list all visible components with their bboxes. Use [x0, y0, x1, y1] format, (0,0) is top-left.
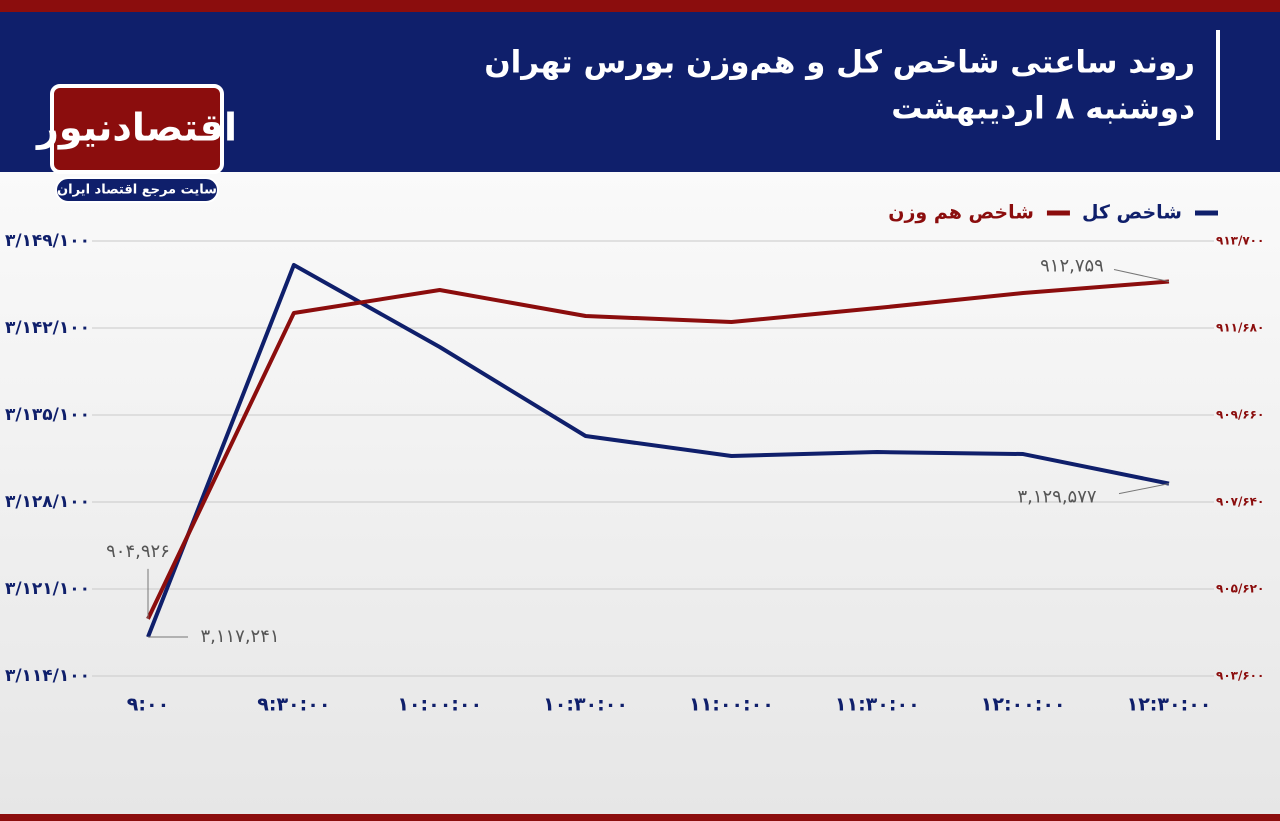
chart-title: روند ساعتی شاخص کل و هم‌وزن بورس تهران	[484, 45, 1195, 81]
label-leader	[1118, 483, 1170, 495]
logo-box	[50, 84, 224, 174]
header-divider	[1216, 30, 1220, 140]
chart-subtitle: دوشنبه ۸ اردیبهشت	[891, 91, 1195, 127]
x-tick-label: ۹:۳۰:۰۰	[257, 694, 330, 716]
label-leader	[1113, 269, 1170, 283]
logo-tagline-box	[55, 177, 219, 203]
x-tick-label: ۱۲:۰۰:۰۰	[981, 694, 1066, 716]
legend-label: شاخص کل	[1082, 202, 1182, 224]
data-label: ۹۱۲,۷۵۹	[1040, 256, 1104, 277]
y-tick-label: ۳/۱۴۹/۱۰۰	[5, 231, 90, 251]
y-tick-label: ۳/۱۲۸/۱۰۰	[5, 492, 90, 512]
logo-name: اقتصادنیوز	[35, 106, 237, 150]
y2-tick-label: ۹۰۷/۶۴۰	[1216, 495, 1264, 509]
y2-tick-label: ۹۱۳/۷۰۰	[1216, 234, 1264, 248]
y-tick-label: ۳/۱۱۴/۱۰۰	[5, 666, 90, 686]
x-tick-label: ۱۱:۳۰:۰۰	[835, 694, 920, 716]
top-band	[0, 0, 1280, 12]
series-line	[146, 279, 1170, 620]
x-tick-label: ۱۲:۳۰:۰۰	[1127, 694, 1212, 716]
data-label: ۳,۱۱۷,۲۴۱	[200, 626, 279, 647]
x-tick-label: ۱۰:۰۰:۰۰	[397, 694, 482, 716]
x-tick-label: ۱۱:۰۰:۰۰	[689, 694, 774, 716]
legend-label: شاخص هم وزن	[888, 202, 1034, 224]
logo-tagline: سایت مرجع اقتصاد ایران	[57, 183, 217, 198]
y2-tick-label: ۹۱۱/۶۸۰	[1216, 321, 1264, 335]
x-tick-label: ۱۰:۳۰:۰۰	[543, 694, 628, 716]
x-tick-label: ۹:۰۰	[127, 694, 169, 716]
data-label: ۹۰۴,۹۲۶	[106, 541, 170, 562]
y-tick-label: ۳/۱۴۲/۱۰۰	[5, 318, 90, 338]
y2-tick-label: ۹۰۵/۶۲۰	[1216, 582, 1264, 596]
y-tick-label: ۳/۱۳۵/۱۰۰	[5, 405, 90, 425]
y2-tick-label: ۹۰۹/۶۶۰	[1216, 408, 1264, 422]
y-tick-label: ۳/۱۲۱/۱۰۰	[5, 579, 90, 599]
series-line	[146, 262, 1170, 638]
data-label: ۳,۱۲۹,۵۷۷	[1017, 487, 1096, 508]
bottom-band	[0, 814, 1280, 821]
y2-tick-label: ۹۰۳/۶۰۰	[1216, 669, 1264, 683]
